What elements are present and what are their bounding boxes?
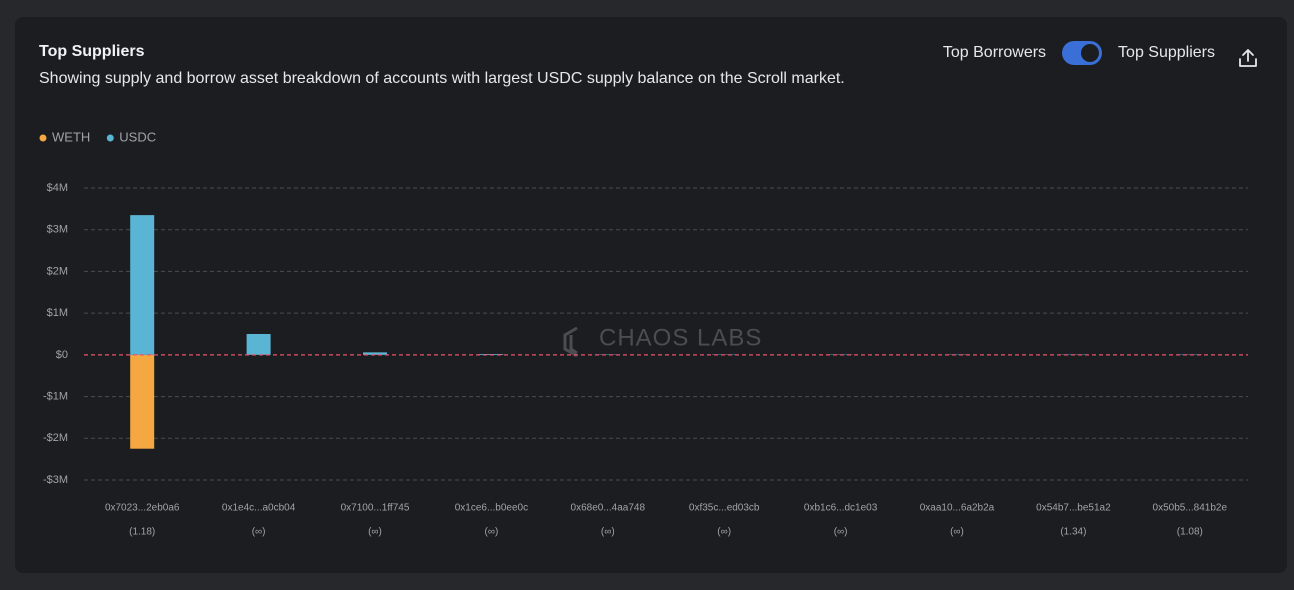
x-tick-note: (∞) [717,527,731,538]
watermark-logo [563,326,578,358]
x-tick-label: 0x7100...1ff745 [341,503,410,514]
y-tick-label: $4M [47,182,68,194]
y-tick-label: -$1M [43,390,68,402]
toggle-right-label[interactable]: Top Suppliers [1118,44,1215,61]
legend-dot [106,134,114,142]
x-tick-note: (1.08) [1177,527,1203,538]
subtitle: Showing supply and borrow asset breakdow… [39,70,845,87]
y-tick-label: $2M [47,265,68,277]
watermark: CHAOS LABS [599,324,762,351]
y-tick-label: -$2M [43,432,68,444]
y-tick-label: $3M [47,224,68,236]
x-tick-note: (∞) [950,527,964,538]
bar-segment [130,354,155,449]
x-tick-note: (∞) [834,527,848,538]
export-button[interactable] [1237,47,1259,69]
bar-segment [130,215,155,355]
x-tick-note: (∞) [485,527,499,538]
legend-label: USDC [119,129,156,144]
x-tick-label: 0x68e0...4aa748 [571,503,646,514]
x-tick-label: 0xf35c...ed03cb [689,503,760,514]
bar-segment [363,352,387,355]
y-tick-label: $0 [56,349,68,361]
x-tick-label: 0x54b7...be51a2 [1036,503,1111,514]
x-tick-label: 0xaa10...6a2b2a [920,503,995,514]
y-tick-label: $1M [47,307,68,319]
x-tick-label: 0x1ce6...b0ee0c [455,503,528,514]
x-tick-label: 0x50b5...841b2e [1153,503,1228,514]
x-tick-label: 0x7023...2eb0a6 [105,503,180,514]
x-tick-note: (∞) [601,527,615,538]
x-tick-note: (∞) [368,527,382,538]
toggle-switch[interactable] [1062,41,1103,65]
x-tick-label: 0xb1c6...dc1e03 [804,503,878,514]
x-tick-note: (∞) [252,527,266,538]
toggle-left-label[interactable]: Top Borrowers [942,44,1047,61]
card: WETH USDC CHAOS LABS -$3M -$2M -$1M $0 $1M $2M $3… [15,17,1287,573]
chart: WETH USDC CHAOS LABS -$3M -$2M -$1M $0 $1M $2M $3… [39,129,1248,538]
x-tick-note: (1.18) [129,527,155,538]
toggle-area: Top Borrowers Top Suppliers [943,41,1215,65]
bar-segment [246,334,271,355]
y-tick-label: -$3M [43,474,68,486]
x-tick-label: 0x1e4c...a0cb04 [222,503,296,514]
legend-dot [39,134,47,142]
legend-label: WETH [52,129,90,144]
x-tick-note: (1.34) [1060,527,1086,538]
title: Top Suppliers [39,43,145,60]
